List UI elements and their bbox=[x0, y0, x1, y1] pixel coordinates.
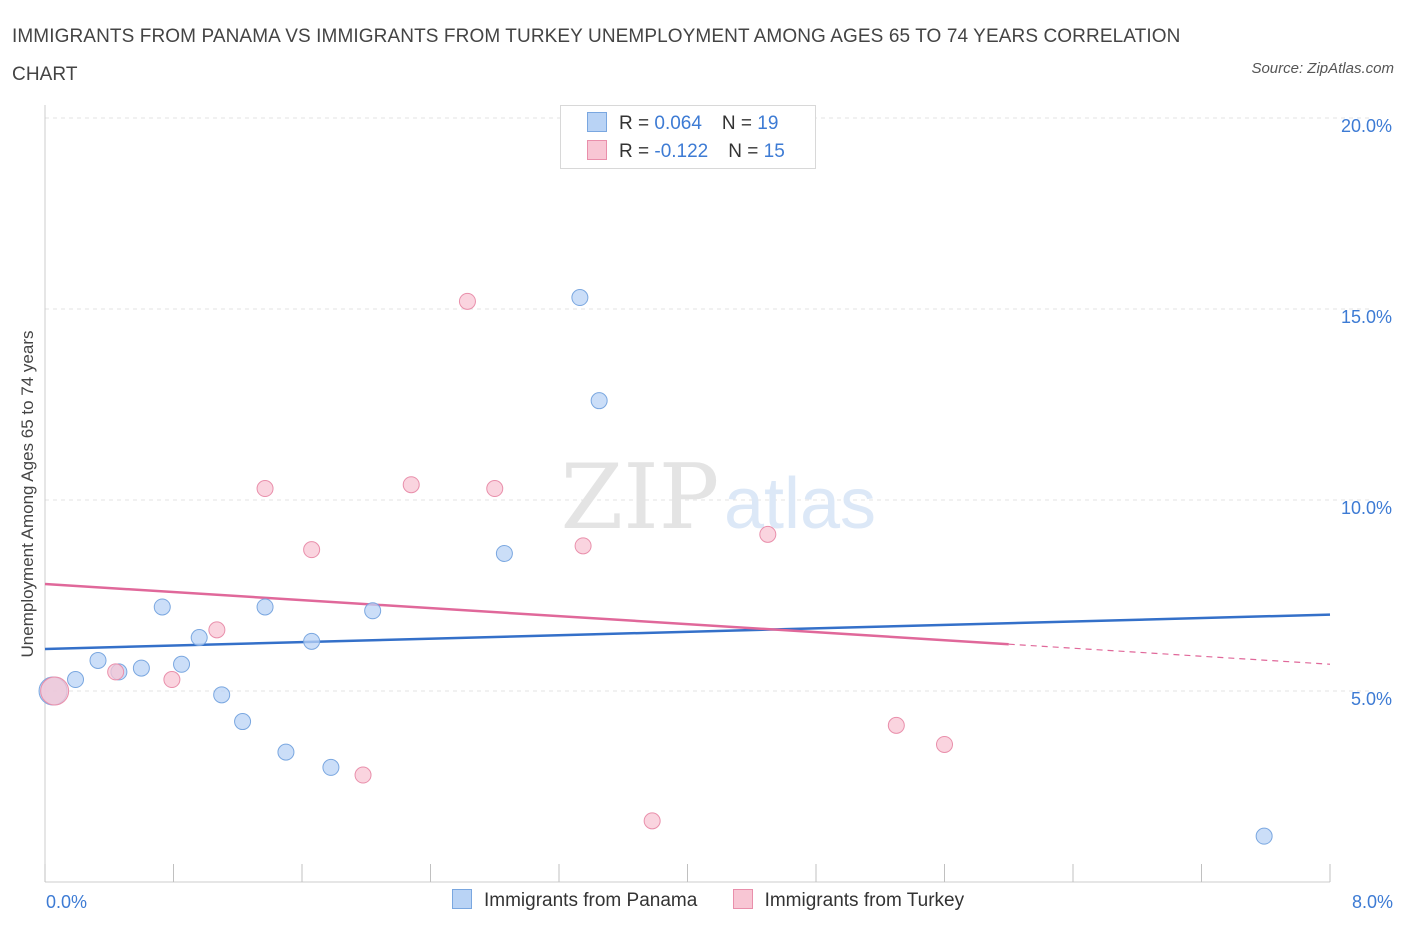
data-point-turkey bbox=[643, 812, 661, 830]
data-point-turkey bbox=[40, 676, 70, 706]
watermark-zip: ZIP bbox=[561, 445, 720, 550]
data-point-turkey bbox=[574, 537, 592, 555]
data-point-panama bbox=[322, 758, 340, 776]
r-label: R = bbox=[619, 113, 655, 134]
y-tick-label: 15.0% bbox=[1341, 307, 1392, 327]
x-tick-label-max: 8.0% bbox=[1352, 892, 1393, 912]
watermark-atlas: atlas bbox=[724, 464, 876, 544]
trend-line-extension-1 bbox=[1008, 643, 1331, 665]
data-point-panama bbox=[277, 743, 295, 761]
r-value-panama: 0.064 bbox=[654, 113, 702, 134]
data-point-turkey bbox=[458, 292, 476, 310]
data-point-panama bbox=[89, 651, 107, 669]
legend-item-panama[interactable]: Immigrants from Panama bbox=[452, 889, 697, 912]
r-value-turkey: -0.122 bbox=[654, 141, 709, 162]
source-credit: Source: ZipAtlas.com bbox=[1251, 60, 1394, 77]
data-point-turkey bbox=[208, 621, 226, 639]
legend: Immigrants from Panama Immigrants from T… bbox=[452, 889, 994, 912]
n-value-panama: 19 bbox=[757, 113, 779, 134]
data-point-turkey bbox=[256, 480, 274, 498]
data-point-panama bbox=[132, 659, 150, 677]
y-tick-label: 5.0% bbox=[1351, 689, 1392, 709]
data-point-turkey bbox=[163, 671, 181, 689]
legend-swatch-turkey bbox=[732, 889, 753, 909]
data-point-turkey bbox=[759, 525, 777, 543]
legend-label-turkey: Immigrants from Turkey bbox=[764, 890, 965, 911]
data-point-panama bbox=[67, 671, 85, 689]
x-tick-label-min: 0.0% bbox=[46, 892, 87, 912]
stats-row-turkey: R = -0.122 N = 15 bbox=[587, 140, 785, 166]
y-tick-label: 10.0% bbox=[1341, 498, 1392, 518]
legend-swatch-panama bbox=[452, 889, 472, 909]
trend-line-0 bbox=[44, 613, 1331, 651]
data-point-turkey bbox=[887, 716, 905, 734]
data-point-panama bbox=[190, 629, 208, 647]
data-point-panama bbox=[1255, 827, 1273, 845]
stats-row-panama: R = 0.064 N = 19 bbox=[587, 112, 778, 138]
data-point-turkey bbox=[402, 476, 420, 494]
r-label: R = bbox=[619, 141, 655, 162]
chart-title: IMMIGRANTS FROM PANAMA VS IMMIGRANTS FRO… bbox=[12, 26, 1181, 85]
n-value-turkey: 15 bbox=[763, 141, 785, 162]
data-point-panama bbox=[571, 289, 589, 307]
turkey-swatch bbox=[587, 140, 607, 160]
data-point-panama bbox=[153, 598, 171, 616]
data-point-panama bbox=[495, 544, 513, 562]
data-point-turkey bbox=[936, 735, 953, 753]
data-point-panama bbox=[173, 655, 191, 673]
data-point-turkey bbox=[354, 766, 372, 784]
legend-label-panama: Immigrants from Panama bbox=[484, 890, 698, 911]
data-point-panama bbox=[364, 602, 382, 620]
data-point-panama bbox=[590, 392, 608, 410]
data-point-turkey bbox=[486, 480, 504, 498]
n-label: N = bbox=[728, 141, 764, 162]
watermark: ZIP atlas bbox=[561, 445, 876, 550]
trend-line-1 bbox=[44, 582, 1009, 646]
data-point-panama bbox=[234, 713, 252, 731]
n-label: N = bbox=[721, 113, 758, 134]
data-point-panama bbox=[303, 632, 321, 650]
stats-box: R = 0.064 N = 19 R = -0.122 N = 15 bbox=[560, 105, 816, 169]
legend-item-turkey[interactable]: Immigrants from Turkey bbox=[732, 889, 965, 912]
data-point-turkey bbox=[303, 541, 321, 559]
panama-swatch bbox=[587, 112, 607, 132]
data-point-panama bbox=[213, 686, 231, 704]
y-tick-label: 20.0% bbox=[1341, 116, 1392, 136]
data-point-panama bbox=[256, 598, 274, 616]
data-point-turkey bbox=[107, 663, 125, 681]
